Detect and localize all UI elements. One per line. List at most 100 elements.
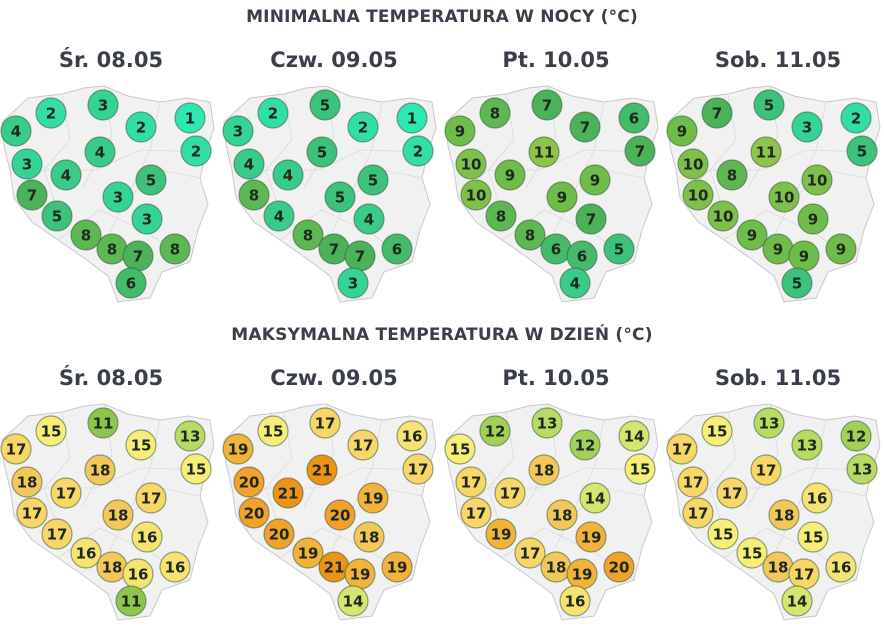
temperature-value: 13 (180, 428, 201, 446)
temperature-marker: 13 (531, 407, 563, 439)
max-day-label-3: Pt. 10.05 (502, 366, 610, 390)
temperature-marker: 19 (357, 482, 389, 514)
temperature-marker: 11 (528, 136, 560, 168)
temperature-value: 11 (534, 144, 555, 162)
temperature-marker: 2 (257, 97, 289, 129)
temperature-value: 12 (575, 437, 596, 455)
temperature-marker: 14 (781, 585, 813, 617)
temperature-value: 21 (312, 462, 333, 480)
temperature-value: 15 (803, 529, 824, 547)
temperature-marker: 9 (546, 181, 578, 213)
temperature-marker: 3 (791, 111, 823, 143)
temperature-value: 19 (363, 490, 384, 508)
temperature-marker: 15 (797, 521, 829, 553)
temperature-marker-circle (337, 585, 369, 617)
temperature-value: 18 (90, 462, 111, 480)
temperature-marker: 4 (272, 159, 304, 191)
temperature-marker: 8 (238, 179, 270, 211)
temperature-value: 2 (136, 119, 146, 137)
temperature-marker-circle (707, 518, 739, 550)
temperature-value: 10 (713, 208, 734, 226)
temperature-marker: 5 (309, 89, 341, 121)
temperature-marker-circle (35, 415, 67, 447)
temperature-marker: 20 (238, 497, 270, 529)
temperature-value: 6 (629, 110, 639, 128)
temperature-value: 5 (614, 241, 624, 259)
temperature-marker-circle (11, 148, 43, 180)
min-temp-section-title: MINIMALNA TEMPERATURA W NOCY (°C) (246, 7, 638, 27)
temperature-value: 18 (768, 559, 789, 577)
temperature-marker: 5 (306, 136, 338, 168)
temperature-marker-circle (514, 219, 546, 251)
temperature-value: 17 (461, 474, 482, 492)
temperature-value: 17 (688, 505, 709, 523)
temperature-value: 8 (490, 105, 500, 123)
temperature-marker: 7 (569, 111, 601, 143)
temperature-marker-circle (174, 420, 206, 452)
temperature-marker: 19 (292, 537, 324, 569)
temperature-marker-circle (753, 407, 785, 439)
temperature-marker-circle (559, 585, 591, 617)
temperature-marker: 20 (324, 499, 356, 531)
temperature-marker-circle (41, 518, 73, 550)
temperature-marker-circle (353, 203, 385, 235)
temperature-marker: 18 (353, 521, 385, 553)
temperature-marker: 5 (781, 267, 813, 299)
temperature-marker: 10 (455, 148, 487, 180)
temperature-marker-circle (840, 420, 872, 452)
temperature-marker: 12 (479, 415, 511, 447)
temperature-value: 15 (41, 423, 62, 441)
temperature-value: 17 (500, 485, 521, 503)
voivodeship-border (13, 149, 207, 199)
temperature-marker-circle (131, 521, 163, 553)
temperature-marker: 11 (87, 407, 119, 439)
temperature-value: 16 (402, 428, 423, 446)
temperature-marker: 19 (381, 551, 413, 583)
temperature-marker: 15 (736, 537, 768, 569)
temperature-marker-circle (546, 499, 578, 531)
temperature-marker: 7 (122, 240, 154, 272)
temperature-value: 13 (797, 437, 818, 455)
temperature-value: 17 (315, 415, 336, 433)
temperature-marker: 9 (736, 219, 768, 251)
temperature-value: 15 (186, 461, 207, 479)
temperature-marker: 6 (566, 240, 598, 272)
temperature-marker: 17 (750, 454, 782, 486)
temperature-value: 4 (61, 167, 71, 185)
temperature-marker-circle (84, 136, 116, 168)
temperature-marker: 7 (318, 233, 350, 265)
temperature-value: 15 (450, 441, 471, 459)
temperature-marker-circle (180, 135, 212, 167)
temperature-marker-circle (736, 537, 768, 569)
temperature-marker-circle (666, 433, 698, 465)
temperature-value: 16 (165, 559, 186, 577)
temperature-marker: 20 (263, 518, 295, 550)
temperature-value: 8 (107, 241, 117, 259)
temperature-marker-circle (460, 497, 492, 529)
temperature-marker: 1 (396, 102, 428, 134)
temperature-marker: 9 (825, 233, 857, 265)
temperature-marker: 3 (222, 115, 254, 147)
temperature-marker-circle (180, 453, 212, 485)
temperature-marker-circle (801, 482, 833, 514)
temperature-marker: 16 (559, 585, 591, 617)
temperature-marker: 9 (788, 240, 820, 272)
temperature-value: 5 (857, 143, 867, 161)
temperature-marker-circle (575, 203, 607, 235)
temperature-marker-circle (677, 466, 709, 498)
temperature-value: 15 (713, 526, 734, 544)
temperature-value: 4 (244, 156, 254, 174)
temperature-marker: 17 (135, 482, 167, 514)
temperature-value: 9 (505, 167, 515, 185)
temperature-marker-circle (257, 415, 289, 447)
temperature-marker: 8 (514, 219, 546, 251)
temperature-marker: 11 (750, 136, 782, 168)
temperature-marker-circle (701, 415, 733, 447)
temperature-value: 5 (368, 172, 378, 190)
temperature-value: 9 (455, 123, 465, 141)
temperature-value: 6 (577, 248, 587, 266)
temperature-marker: 21 (318, 551, 350, 583)
temperature-marker-circle (768, 499, 800, 531)
temperature-marker-circle (396, 102, 428, 134)
temperature-marker-circle (750, 454, 782, 486)
